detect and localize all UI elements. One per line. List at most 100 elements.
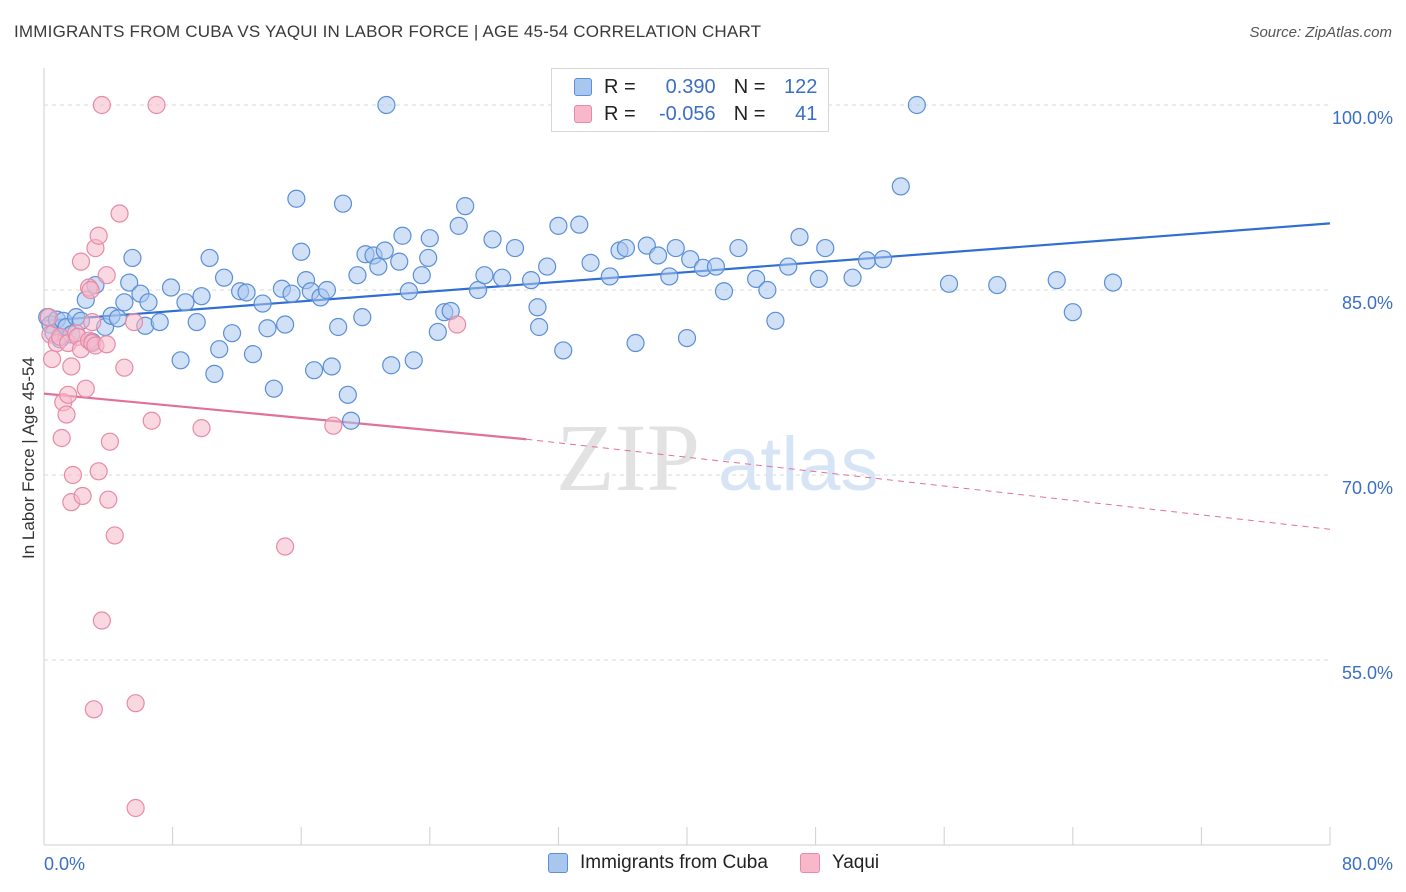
- point-cuba: [857, 251, 877, 270]
- point-cuba: [729, 238, 748, 258]
- point-cuba: [150, 312, 169, 332]
- point-cuba: [123, 248, 142, 268]
- legend-swatch-yaqui: [574, 105, 592, 123]
- point-cuba: [139, 293, 158, 312]
- point-cuba: [1063, 303, 1082, 322]
- point-cuba: [816, 238, 835, 258]
- point-cuba: [287, 189, 306, 208]
- point-yaqui: [42, 349, 62, 369]
- point-cuba: [666, 238, 685, 258]
- y-tick-label: 70.0%: [1342, 478, 1393, 498]
- point-cuba: [907, 95, 926, 115]
- point-cuba: [570, 215, 589, 234]
- point-cuba: [333, 194, 353, 213]
- point-cuba: [530, 317, 549, 337]
- legend-r-label: R =: [604, 75, 636, 98]
- point-cuba: [205, 364, 224, 383]
- point-yaqui: [97, 266, 116, 285]
- point-cuba: [322, 357, 341, 376]
- point-cuba: [456, 197, 475, 216]
- point-yaqui: [115, 358, 134, 377]
- point-cuba: [338, 385, 357, 404]
- point-cuba: [758, 280, 777, 300]
- point-yaqui: [89, 462, 108, 481]
- legend-r-value: -0.056: [658, 102, 716, 125]
- series-legend-yaqui: Yaqui: [799, 852, 879, 874]
- x-tick-label: 80.0%: [1342, 854, 1393, 874]
- point-yaqui: [276, 537, 295, 556]
- point-cuba: [677, 329, 697, 348]
- point-yaqui: [105, 526, 124, 545]
- point-cuba: [192, 287, 211, 306]
- point-cuba: [648, 246, 668, 265]
- series-legend: Immigrants from Cuba Yaqui: [548, 852, 911, 874]
- point-yaqui: [99, 490, 118, 509]
- point-cuba: [939, 274, 959, 293]
- point-cuba: [237, 283, 256, 302]
- page-title: IMMIGRANTS FROM CUBA VS YAQUI IN LABOR F…: [14, 22, 762, 41]
- point-cuba: [404, 351, 423, 370]
- watermark-atlas: atlas: [718, 422, 879, 507]
- point-yaqui: [147, 95, 166, 115]
- point-yaqui: [110, 204, 129, 223]
- point-yaqui: [142, 411, 161, 430]
- point-cuba: [988, 275, 1007, 295]
- point-cuba: [210, 340, 229, 359]
- point-yaqui: [126, 798, 145, 818]
- point-yaqui: [124, 312, 144, 332]
- point-cuba: [747, 269, 766, 288]
- point-yaqui: [62, 357, 81, 376]
- point-cuba: [258, 319, 277, 338]
- point-yaqui: [76, 379, 95, 398]
- point-cuba: [390, 252, 409, 271]
- point-yaqui: [81, 280, 100, 300]
- point-yaqui: [73, 486, 92, 506]
- point-cuba: [581, 253, 600, 272]
- watermark-zip: ZIP: [556, 404, 700, 511]
- point-yaqui: [192, 419, 211, 438]
- point-cuba: [626, 333, 645, 353]
- point-cuba: [375, 241, 394, 260]
- point-yaqui: [448, 315, 467, 334]
- point-cuba: [120, 273, 139, 292]
- point-cuba: [660, 267, 679, 286]
- legend-swatch-cuba: [574, 78, 592, 96]
- point-cuba: [304, 361, 324, 380]
- series-swatch-cuba: [548, 853, 568, 873]
- point-cuba: [420, 229, 439, 248]
- point-cuba: [187, 312, 206, 332]
- series-swatch-yaqui: [799, 853, 820, 873]
- point-cuba: [222, 324, 242, 343]
- point-yaqui: [92, 611, 111, 630]
- point-cuba: [521, 271, 541, 290]
- point-cuba: [538, 257, 557, 276]
- point-cuba: [176, 293, 195, 312]
- point-cuba: [843, 268, 862, 287]
- point-cuba: [493, 268, 512, 287]
- y-tick-label: 85.0%: [1342, 293, 1393, 313]
- source-label: Source: ZipAtlas.com: [1249, 24, 1392, 41]
- point-cuba: [243, 345, 263, 364]
- point-cuba: [276, 315, 295, 334]
- point-cuba: [449, 216, 468, 235]
- legend-n-label: N =: [733, 102, 766, 125]
- data-points: [38, 95, 1123, 818]
- legend-r-value: 0.390: [665, 75, 716, 98]
- point-cuba: [706, 257, 726, 276]
- grid-lines: [44, 104, 1330, 661]
- point-cuba: [809, 269, 828, 288]
- y-tick-label: 55.0%: [1342, 663, 1393, 683]
- point-cuba: [428, 322, 447, 342]
- legend-r-label: R =: [604, 102, 636, 125]
- legend-row-cuba: R = 0.390 N = 122: [574, 75, 817, 99]
- trend-line-cuba: [43, 222, 1331, 322]
- point-cuba: [377, 95, 396, 115]
- point-cuba: [317, 280, 337, 300]
- point-cuba: [348, 266, 367, 285]
- series-label-cuba: Immigrants from Cuba: [580, 852, 768, 873]
- point-cuba: [874, 250, 893, 269]
- point-yaqui: [71, 252, 91, 271]
- point-cuba: [393, 226, 412, 245]
- point-yaqui: [52, 428, 71, 448]
- point-cuba: [714, 282, 734, 301]
